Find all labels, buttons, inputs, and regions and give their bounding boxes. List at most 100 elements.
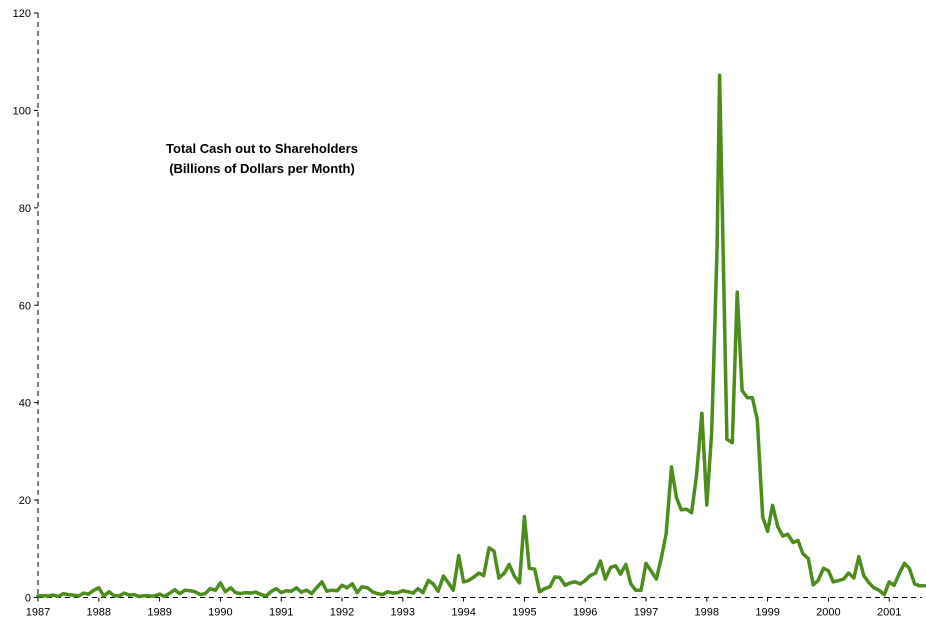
- x-tick-label: 1992: [330, 607, 354, 619]
- data-point: [375, 592, 379, 596]
- data-point: [588, 574, 592, 578]
- x-tick-label: 1999: [755, 607, 779, 619]
- x-tick-label: 1991: [269, 607, 293, 619]
- chart-title-line-1: Total Cash out to Shareholders: [166, 141, 358, 156]
- data-point: [674, 496, 679, 500]
- data-point: [269, 590, 273, 594]
- data-point: [472, 575, 476, 579]
- data-point: [755, 418, 759, 422]
- data-point: [826, 569, 831, 573]
- data-point: [694, 474, 699, 478]
- data-point: [107, 590, 111, 594]
- data-point: [913, 582, 917, 586]
- data-point: [548, 585, 552, 589]
- data-point: [137, 594, 142, 599]
- data-point: [244, 591, 248, 595]
- x-tick-label: 1996: [573, 607, 597, 619]
- data-point: [507, 562, 511, 567]
- y-tick-label: 40: [19, 398, 31, 410]
- data-point: [466, 578, 471, 583]
- data-point: [644, 561, 648, 566]
- data-point: [517, 581, 522, 585]
- data-point: [436, 589, 440, 593]
- y-tick-label: 20: [19, 495, 31, 507]
- data-point: [411, 591, 415, 595]
- data-point: [147, 594, 151, 598]
- data-point: [786, 532, 790, 536]
- data-point: [598, 559, 603, 563]
- data-point: [659, 556, 663, 561]
- data-point: [563, 583, 567, 587]
- data-point: [867, 581, 871, 585]
- data-point: [61, 592, 66, 596]
- data-point: [837, 578, 841, 583]
- data-point: [745, 396, 750, 400]
- data-point: [431, 582, 435, 586]
- data-point: [462, 580, 466, 584]
- data-point: [223, 590, 227, 594]
- data-point: [360, 585, 364, 589]
- data-point: [761, 515, 765, 519]
- data-point: [583, 578, 587, 583]
- y-ticks: 0 20 40 60 80 100 120: [13, 8, 38, 605]
- y-tick-label: 0: [25, 593, 31, 605]
- data-point: [542, 587, 547, 591]
- data-point: [355, 591, 359, 595]
- x-tick-label: 1995: [512, 607, 536, 619]
- data-point: [153, 594, 157, 598]
- data-point: [902, 561, 907, 566]
- data-point: [568, 581, 572, 585]
- data-point: [710, 430, 714, 434]
- x-tick-label: 2001: [877, 607, 901, 619]
- data-point: [730, 441, 734, 445]
- data-point: [538, 590, 542, 594]
- data-point: [654, 577, 658, 581]
- data-point: [842, 577, 846, 581]
- data-point: [386, 590, 390, 594]
- data-point: [690, 511, 694, 515]
- data-point: [446, 581, 450, 585]
- data-point: [390, 591, 395, 595]
- data-point: [816, 578, 820, 583]
- data-point: [558, 575, 562, 580]
- data-point: [740, 388, 744, 393]
- data-point: [208, 587, 212, 591]
- y-tick-label: 60: [19, 300, 31, 312]
- data-point: [97, 586, 101, 590]
- data-point: [36, 594, 40, 598]
- data-point: [345, 586, 349, 590]
- data-point: [705, 503, 709, 507]
- data-point: [887, 580, 891, 584]
- y-tick-label: 80: [19, 203, 31, 215]
- data-point: [86, 592, 91, 596]
- data-point: [158, 592, 162, 596]
- data-point: [416, 587, 420, 591]
- data-point: [82, 591, 86, 595]
- data-point: [46, 594, 50, 598]
- data-point: [614, 564, 618, 568]
- data-point: [806, 556, 810, 561]
- data-point: [492, 549, 496, 553]
- data-point: [51, 593, 55, 597]
- data-point: [846, 571, 851, 575]
- data-point: [664, 532, 668, 536]
- data-point: [254, 590, 258, 594]
- data-point: [264, 594, 268, 598]
- data-point: [922, 584, 926, 588]
- data-point: [142, 594, 146, 598]
- data-point: [457, 554, 461, 558]
- data-point: [183, 588, 187, 592]
- data-point: [629, 582, 633, 586]
- data-point: [168, 591, 172, 595]
- data-point: [213, 588, 218, 592]
- data-point: [766, 529, 770, 533]
- data-point: [781, 534, 785, 538]
- y-tick-label: 100: [13, 105, 31, 117]
- data-point: [330, 588, 334, 592]
- chart-title-line-2: (Billions of Dollars per Month): [169, 161, 355, 176]
- data-point: [553, 575, 557, 579]
- data-point: [122, 591, 126, 595]
- data-point: [700, 411, 704, 415]
- data-point: [325, 589, 329, 593]
- data-point: [77, 594, 81, 598]
